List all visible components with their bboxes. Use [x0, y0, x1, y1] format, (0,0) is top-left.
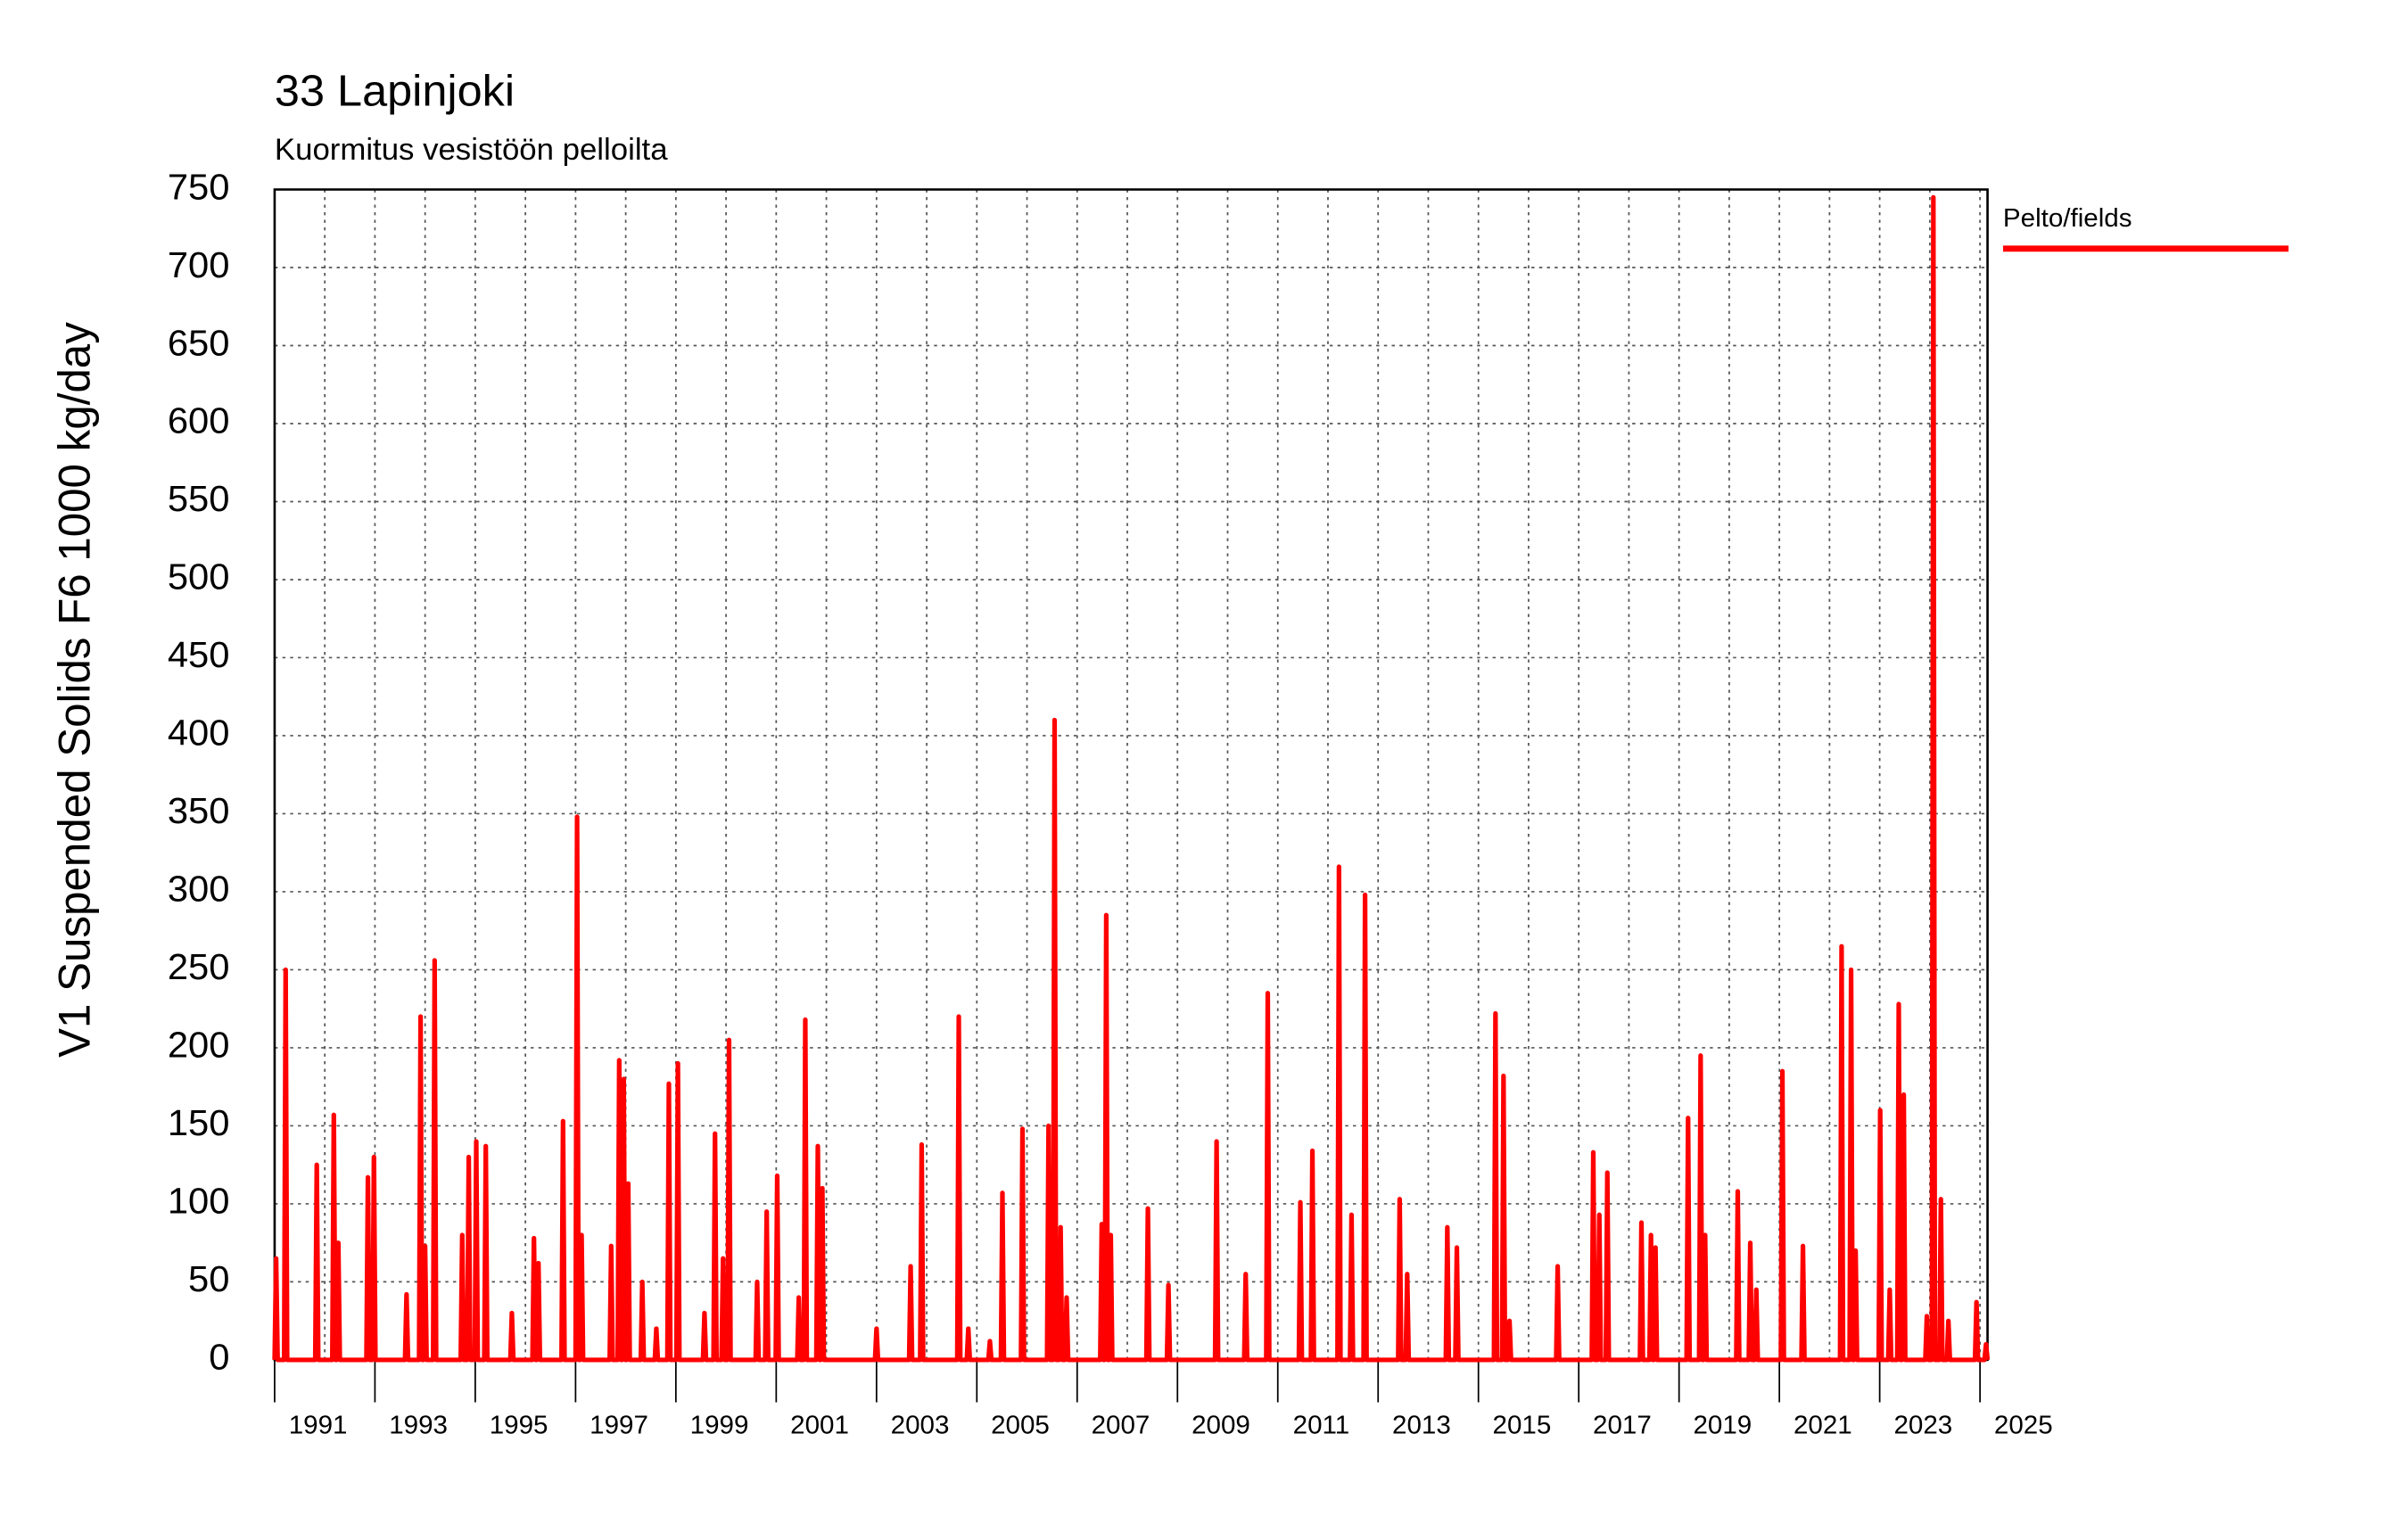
- y-tick-label: 150: [168, 1103, 230, 1143]
- x-tick-label: 2019: [1693, 1412, 1752, 1440]
- y-tick-label: 400: [168, 713, 230, 753]
- y-tick-label: 250: [168, 947, 230, 987]
- x-tick-label: 2023: [1893, 1412, 1952, 1440]
- y-tick-label: 550: [168, 479, 230, 519]
- y-axis-label: V1 Suspended Solids F6 1000 kg/day: [49, 322, 100, 1058]
- x-tick-label: 2025: [1994, 1412, 2053, 1440]
- x-tick-label: 1993: [389, 1412, 448, 1440]
- x-tick-label: 1991: [289, 1412, 348, 1440]
- x-tick-label: 1999: [690, 1412, 749, 1440]
- x-tick-label: 2017: [1593, 1412, 1652, 1440]
- y-tick-label: 50: [188, 1259, 229, 1299]
- chart-title: 33 Lapinjoki: [275, 66, 515, 115]
- data-line: [272, 194, 1991, 1363]
- y-tick-label: 500: [168, 556, 230, 597]
- y-tick-label: 100: [168, 1181, 230, 1221]
- y-tick-label: 350: [168, 791, 230, 831]
- y-tick-label: 300: [168, 869, 230, 909]
- y-tick-label: 750: [168, 167, 230, 207]
- x-tick-label: 2021: [1794, 1412, 1852, 1440]
- legend-label: Pelto/fields: [2003, 204, 2132, 233]
- x-tick-label: 2007: [1092, 1412, 1150, 1440]
- y-tick-label: 700: [168, 244, 230, 284]
- y-tick-label: 0: [209, 1337, 229, 1377]
- x-tick-label: 2009: [1192, 1412, 1250, 1440]
- x-tick-label: 2011: [1293, 1412, 1350, 1440]
- y-tick-label: 200: [168, 1025, 230, 1065]
- x-tick-label: 2015: [1493, 1412, 1552, 1440]
- y-tick-label: 450: [168, 635, 230, 675]
- y-tick-label: 600: [168, 400, 230, 441]
- plot-frame: [273, 188, 1989, 1362]
- x-tick-label: 2013: [1392, 1412, 1451, 1440]
- y-tick-label: 650: [168, 323, 230, 363]
- x-tick-label: 2003: [891, 1412, 950, 1440]
- x-tick-label: 2001: [790, 1412, 849, 1440]
- x-tick-label: 2005: [991, 1412, 1050, 1440]
- x-tick-label: 1995: [490, 1412, 548, 1440]
- x-tick-label: 1997: [590, 1412, 648, 1440]
- chart-subtitle: Kuormitus vesistöön pelloilta: [275, 133, 669, 167]
